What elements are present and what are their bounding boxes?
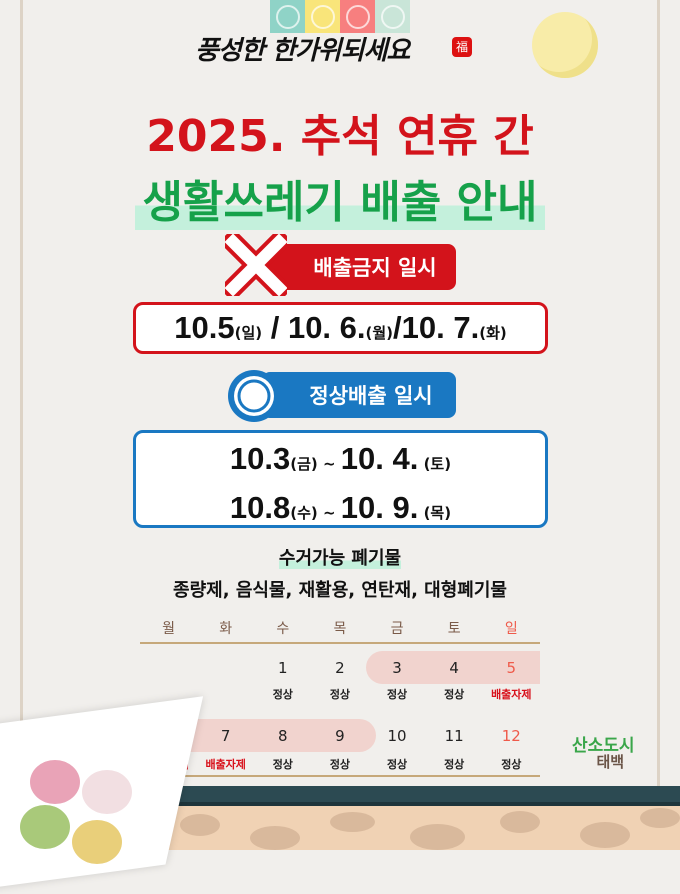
waste-title: 수거가능 폐기물 <box>278 548 402 569</box>
normal-dates-line2: 10.8(수) ~ 10. 9. (목) <box>229 490 452 525</box>
weekday: 화 <box>219 621 233 637</box>
rice-cake <box>82 770 132 814</box>
roof-tiles <box>160 786 680 806</box>
rice-cake <box>72 820 122 864</box>
banned-badge: 배출금지 일시 <box>268 244 456 290</box>
stone-wall <box>160 806 680 850</box>
weekday: 일 <box>504 621 518 637</box>
divider <box>140 642 540 644</box>
banned-badge-label: 배출금지 일시 <box>313 256 437 280</box>
rice-cake <box>30 760 80 804</box>
normal-dates-box: 10.3(금) ~ 10. 4. (토) 10.8(수) ~ 10. 9. (목… <box>133 430 548 528</box>
weekday: 수 <box>276 621 290 637</box>
moon-icon <box>532 12 598 78</box>
title-line1: 2025. 추석 연휴 간 <box>146 111 534 162</box>
normal-badge: 정상배출 일시 <box>262 372 456 418</box>
week1-labels: 정상 정상 정상 정상 배출자제 <box>272 688 532 701</box>
weekday: 금 <box>390 621 404 637</box>
normal-dates-line1: 10.3(금) ~ 10. 4. (토) <box>229 441 452 476</box>
title-line2: 생활쓰레기 배출 안내 <box>134 166 546 230</box>
week2-dates: 6789101112 <box>164 727 521 745</box>
seal-stamp: 福 <box>452 37 472 57</box>
taebaek-logo: 산소도시 태백 <box>572 736 635 771</box>
weekday: 토 <box>447 621 461 637</box>
poster-frame <box>20 0 660 790</box>
holiday-highlight <box>366 651 540 684</box>
weekday: 목 <box>333 621 347 637</box>
normal-badge-label: 정상배출 일시 <box>309 384 433 408</box>
circle-icon <box>228 370 280 422</box>
pattern-tiles <box>270 0 410 33</box>
weekday: 월 <box>162 621 175 637</box>
banned-dates-box: 10.5(일) / 10. 6.(월)/10. 7.(화) <box>133 302 548 354</box>
x-mark-icon <box>225 234 287 296</box>
waste-items: 종량제, 음식물, 재활용, 연탄재, 대형폐기물 <box>173 580 507 601</box>
divider <box>140 775 540 777</box>
rice-cake <box>20 805 70 849</box>
calligraphy-greeting: 풍성한 한가위되세요 <box>195 36 410 66</box>
week2-labels: 배출자제배출자제정상정상정상정상정상 <box>148 758 522 771</box>
